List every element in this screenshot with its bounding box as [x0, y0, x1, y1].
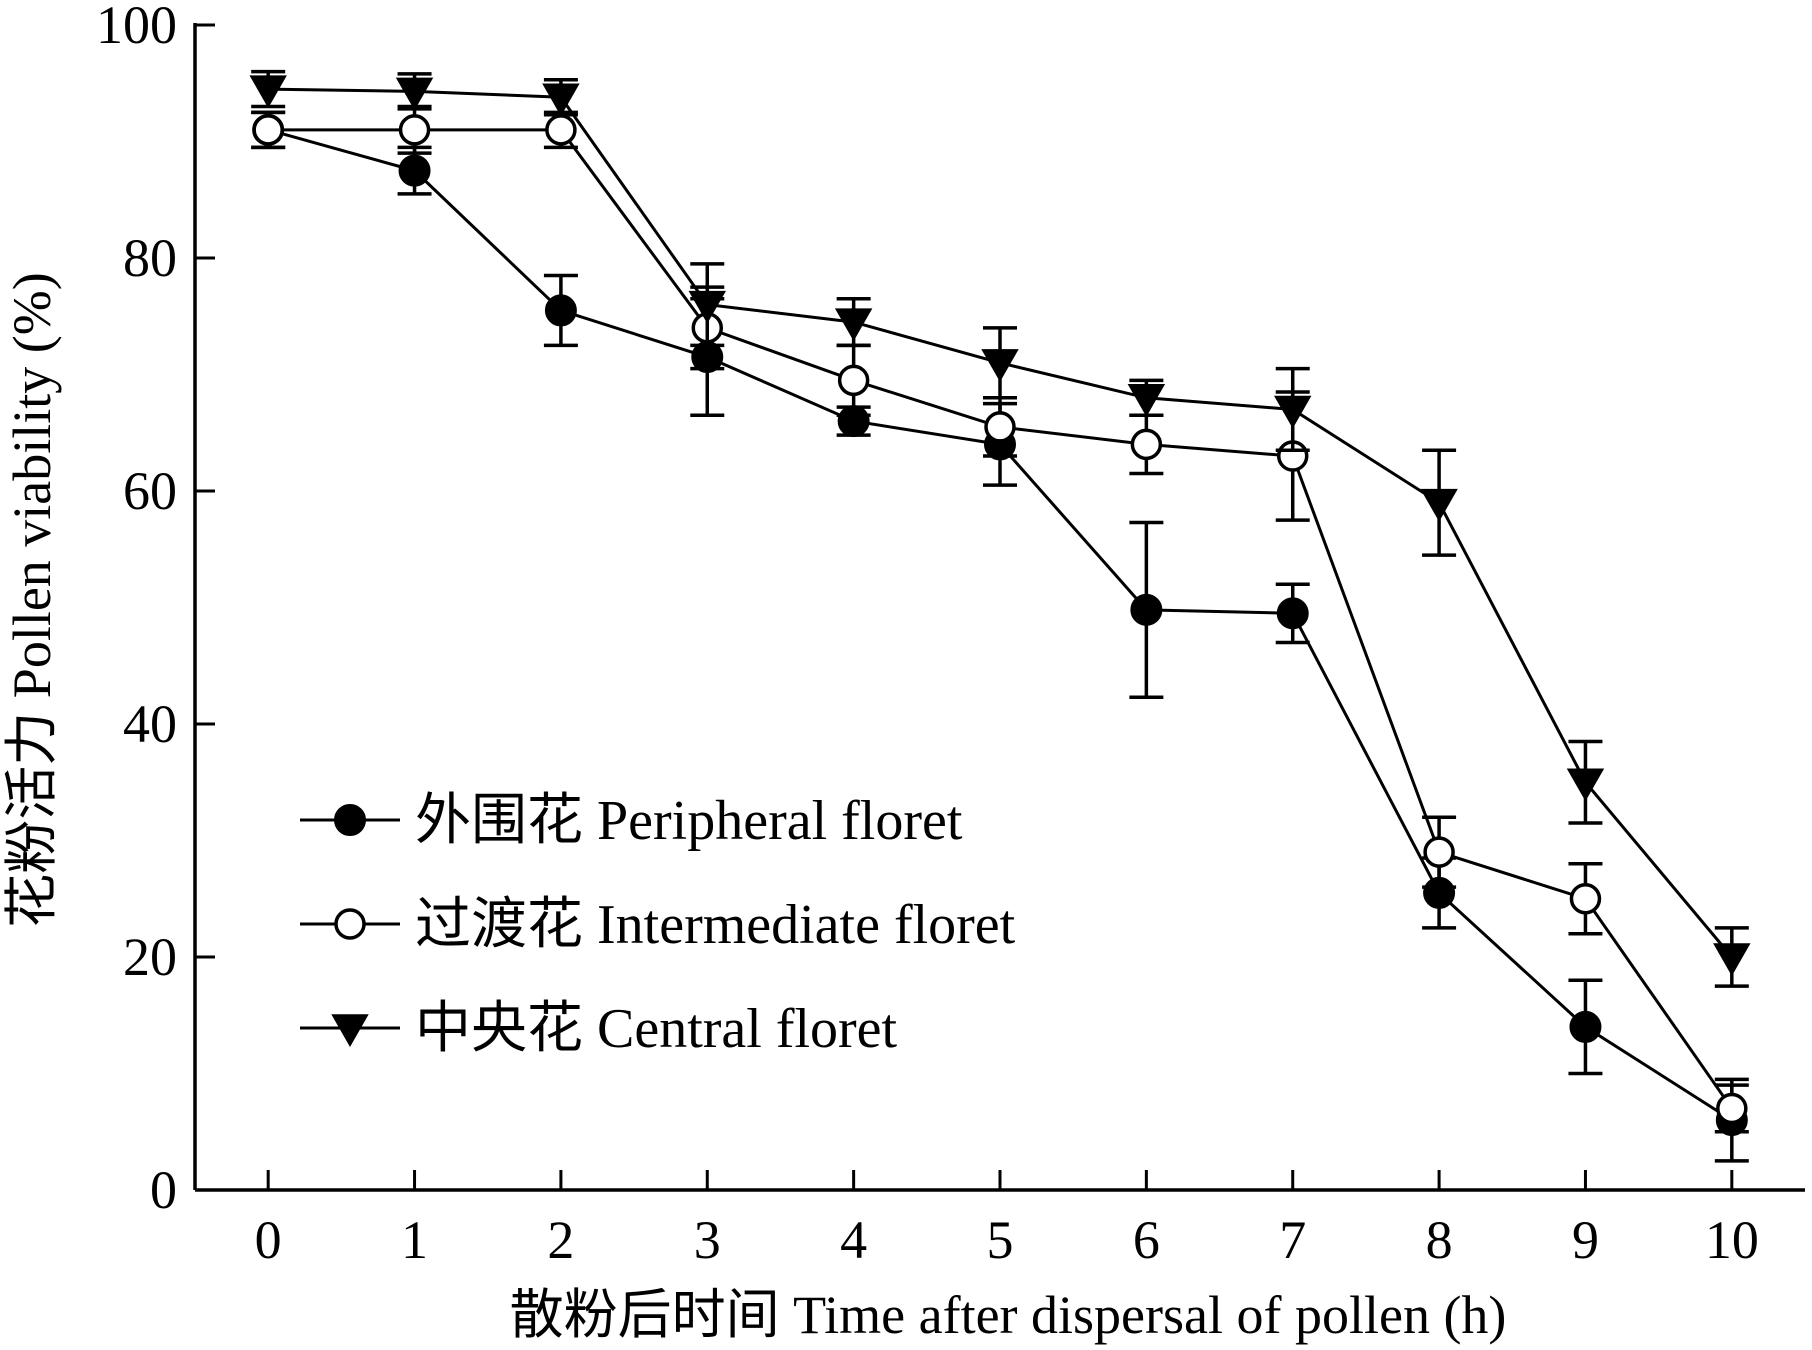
data-point [1276, 597, 1309, 630]
x-tick-label: 2 [547, 1210, 574, 1270]
data-point [542, 83, 580, 117]
data-point [1130, 428, 1163, 461]
data-point [1569, 1010, 1602, 1043]
data-point [1566, 768, 1605, 802]
data-point [1274, 395, 1312, 429]
data-point [1130, 593, 1163, 626]
legend-entry-1: 过渡花 Intermediate floret [300, 894, 1016, 956]
y-tick-label: 20 [123, 927, 177, 987]
x-tick-label: 4 [840, 1210, 867, 1270]
y-tick-label: 80 [123, 228, 177, 288]
legend-label: 过渡花 Intermediate floret [415, 894, 1016, 956]
data-point [834, 308, 873, 342]
y-tick-label: 40 [123, 694, 177, 754]
data-point [1423, 836, 1455, 868]
x-tick-label: 1 [401, 1210, 428, 1270]
x-tick-label: 6 [1133, 1210, 1160, 1270]
data-point [981, 349, 1019, 382]
legend-marker [334, 908, 366, 940]
x-tick-label: 9 [1572, 1210, 1599, 1270]
data-point [395, 77, 434, 111]
x-tick-label: 0 [255, 1210, 282, 1270]
data-point [545, 114, 577, 146]
data-point [688, 290, 726, 324]
legend-label: 中央花 Central floret [415, 998, 898, 1060]
series-2 [249, 69, 1751, 988]
y-tick-label: 60 [123, 461, 177, 521]
legend-marker [331, 1014, 369, 1048]
data-point [1716, 1092, 1748, 1125]
y-axis-title: 花粉活力 Pollen viability (%) [2, 272, 62, 927]
y-tick-label: 0 [150, 1160, 177, 1220]
data-point [1569, 883, 1602, 915]
x-tick-label: 10 [1705, 1210, 1759, 1270]
y-tick-label: 100 [96, 0, 177, 55]
data-point [837, 364, 870, 397]
data-point [984, 411, 1016, 443]
x-tick-label: 8 [1426, 1210, 1453, 1270]
data-point [252, 114, 284, 146]
legend-label: 外围花 Peripheral floret [415, 790, 963, 852]
legend-entry-2: 中央花 Central floret [300, 998, 898, 1060]
x-tick-label: 5 [987, 1210, 1014, 1270]
data-point [398, 154, 431, 187]
series-layer [249, 69, 1751, 1163]
series-1 [251, 104, 1749, 1134]
legend: 外围花 Peripheral floret 过渡花 Intermediate fl… [300, 790, 1016, 1060]
data-point [544, 294, 577, 327]
data-point [1420, 488, 1458, 522]
x-axis-title: 散粉后时间 Time after dispersal of pollen (h) [510, 1285, 1507, 1345]
legend-marker [334, 804, 366, 836]
x-tick-label: 3 [694, 1210, 721, 1270]
legend-entry-0: 外围花 Peripheral floret [300, 790, 963, 852]
data-point [249, 75, 287, 109]
series-line [267, 128, 1733, 1122]
data-point [1127, 384, 1166, 417]
data-point [1713, 943, 1751, 977]
x-tick-label: 7 [1279, 1210, 1306, 1270]
axes: 0 20 40 60 80 100 0 1 2 3 4 5 6 7 8 9 10 [96, 0, 1805, 1270]
data-point [398, 114, 431, 146]
